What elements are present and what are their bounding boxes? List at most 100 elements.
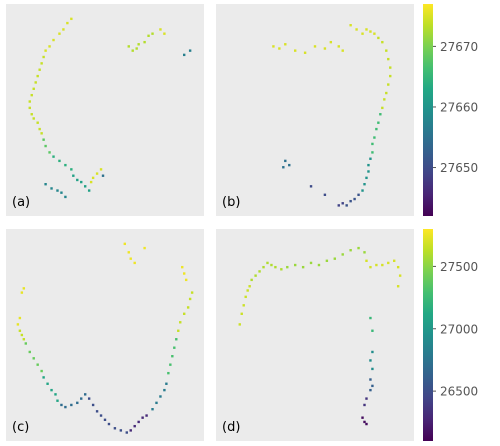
data-point xyxy=(371,367,374,371)
data-point xyxy=(274,265,277,269)
data-point xyxy=(371,151,374,154)
data-point xyxy=(383,98,386,101)
data-point xyxy=(325,259,329,262)
data-point xyxy=(240,312,243,315)
panel-background xyxy=(6,4,204,216)
data-point xyxy=(303,51,307,54)
panel-background xyxy=(216,4,414,216)
data-point xyxy=(28,350,31,354)
data-point xyxy=(70,168,73,171)
data-point xyxy=(357,246,360,250)
data-point xyxy=(375,263,378,267)
data-point xyxy=(155,401,158,405)
data-point xyxy=(64,195,67,199)
data-point xyxy=(317,263,321,267)
data-point xyxy=(323,47,327,50)
data-point xyxy=(266,261,269,265)
data-point xyxy=(365,397,368,400)
data-point xyxy=(169,363,172,366)
data-point xyxy=(123,242,126,246)
data-point xyxy=(262,265,265,269)
data-point xyxy=(363,183,366,186)
data-point xyxy=(87,397,91,400)
data-point xyxy=(145,414,148,417)
colorbar-gradient xyxy=(423,229,433,441)
data-point xyxy=(369,388,372,392)
data-point xyxy=(80,397,83,400)
data-point xyxy=(361,32,364,35)
data-point xyxy=(272,45,275,48)
data-point xyxy=(353,197,356,201)
data-point xyxy=(36,121,39,124)
data-point xyxy=(72,174,75,177)
data-point xyxy=(396,285,400,288)
data-point xyxy=(42,376,45,379)
data-point xyxy=(58,32,61,35)
data-point xyxy=(377,121,380,124)
data-point xyxy=(133,424,136,428)
data-point xyxy=(341,49,344,52)
data-point xyxy=(38,127,41,131)
data-point xyxy=(40,132,43,135)
data-point xyxy=(36,74,39,78)
data-point xyxy=(387,57,390,61)
data-point xyxy=(151,408,154,411)
data-point xyxy=(341,202,344,205)
data-point xyxy=(135,47,138,50)
data-point xyxy=(337,204,340,207)
data-point xyxy=(131,49,134,52)
data-point xyxy=(18,329,22,332)
data-point xyxy=(129,429,132,432)
data-point xyxy=(329,40,333,44)
data-point xyxy=(127,251,130,254)
data-point xyxy=(52,38,55,42)
data-point xyxy=(361,416,364,419)
data-point xyxy=(371,142,374,146)
data-point xyxy=(365,176,368,180)
data-point xyxy=(357,193,360,196)
data-point xyxy=(171,355,174,358)
data-point xyxy=(64,163,67,167)
data-point xyxy=(379,113,382,116)
data-point xyxy=(44,49,47,52)
data-point xyxy=(393,259,396,262)
data-point xyxy=(389,66,392,69)
data-point xyxy=(361,189,364,192)
data-point xyxy=(238,323,241,326)
data-point xyxy=(284,159,287,163)
data-point xyxy=(309,185,313,188)
data-point xyxy=(133,261,136,265)
data-point xyxy=(50,187,53,190)
data-point xyxy=(28,106,31,110)
data-point xyxy=(91,403,95,407)
colorbar-tick-label: 27670 xyxy=(440,40,478,54)
data-point xyxy=(66,21,69,25)
data-point xyxy=(89,180,93,184)
data-point xyxy=(177,329,180,332)
data-point xyxy=(398,274,402,277)
data-point xyxy=(84,185,87,188)
data-point xyxy=(349,249,352,252)
data-point xyxy=(333,257,336,260)
data-point xyxy=(20,333,24,337)
data-point xyxy=(258,270,261,273)
data-point xyxy=(369,316,372,320)
data-point xyxy=(371,384,374,388)
data-point xyxy=(40,369,43,373)
data-point xyxy=(246,289,249,292)
data-point xyxy=(99,414,103,417)
data-point xyxy=(369,30,372,33)
data-point xyxy=(381,263,384,267)
data-point xyxy=(173,346,176,349)
data-point xyxy=(183,312,186,315)
colorbar-tick-label: 27660 xyxy=(440,100,478,114)
data-point xyxy=(175,338,178,341)
data-point xyxy=(32,87,35,90)
data-point xyxy=(181,265,184,269)
panel-label: (c) xyxy=(12,420,29,435)
data-point xyxy=(250,278,253,282)
data-point xyxy=(40,62,43,65)
data-point xyxy=(284,43,287,46)
data-point xyxy=(369,378,372,381)
